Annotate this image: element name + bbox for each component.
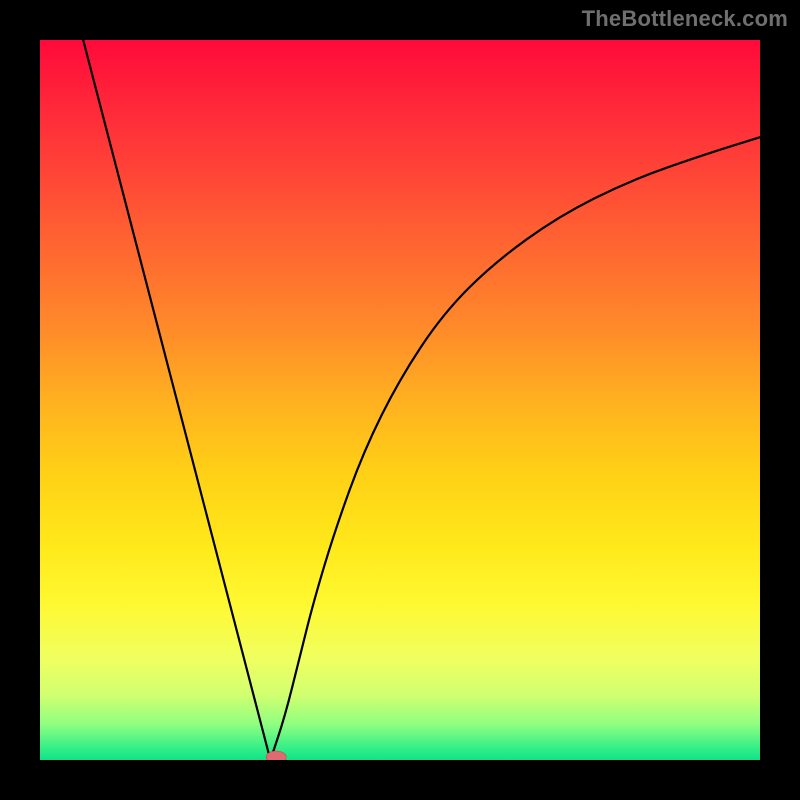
plot-background bbox=[40, 40, 760, 760]
watermark-text: TheBottleneck.com bbox=[582, 6, 788, 32]
bottleneck-plot bbox=[40, 40, 760, 760]
chart-frame: TheBottleneck.com bbox=[0, 0, 800, 800]
